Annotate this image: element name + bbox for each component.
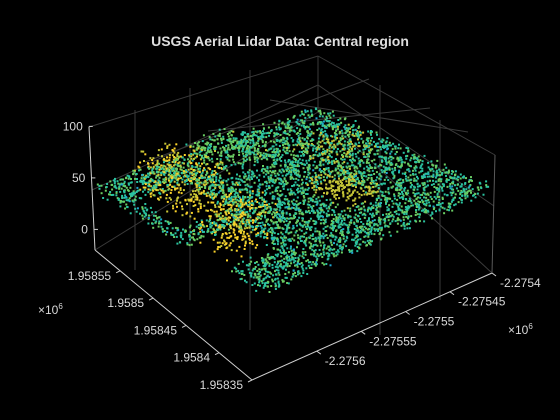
grid-line	[89, 56, 318, 127]
lidar-point-cloud	[97, 108, 489, 294]
y-tick-mark	[248, 380, 252, 382]
x-tick-label: -2.2755	[414, 315, 455, 329]
x-axis-line	[252, 273, 492, 380]
x-axis-exponent: ×106	[508, 322, 533, 337]
x-tick-label: -2.27545	[458, 295, 506, 309]
y-tick-label: 1.95855	[68, 269, 112, 283]
z-tick-label: 0	[81, 222, 88, 236]
back-right-edge	[492, 155, 495, 273]
y-axis-ticks: 1.95835 1.9584 1.95845 1.9585 1.95855	[68, 269, 252, 392]
z-tick-label: 100	[63, 119, 83, 133]
y-tick-mark	[116, 271, 120, 273]
y-tick-mark	[182, 325, 186, 327]
y-axis-exponent: ×106	[38, 302, 63, 317]
z-tick-label: 50	[72, 171, 86, 185]
x-tick-label: -2.2756	[325, 354, 366, 368]
y-tick-label: 1.9585	[107, 296, 144, 310]
y-tick-label: 1.9584	[173, 351, 210, 365]
x-tick-mark	[361, 331, 365, 334]
y-tick-label: 1.95845	[134, 323, 178, 337]
y-tick-mark	[215, 353, 219, 355]
x-tick-mark	[317, 351, 321, 354]
grid-line	[318, 56, 495, 155]
x-tick-mark	[406, 312, 410, 315]
y-tick-label: 1.95835	[200, 378, 244, 392]
x-axis-ticks: -2.2756-2.27555 -2.2755-2.27545 -2.2754	[317, 273, 541, 368]
y-tick-mark	[149, 298, 153, 300]
x-tick-mark	[450, 292, 454, 295]
x-tick-label: -2.27555	[369, 334, 417, 348]
x-tick-mark	[492, 273, 496, 276]
x-tick-label: -2.2754	[500, 276, 541, 290]
z-axis-ticks: 0 50 100	[63, 119, 98, 236]
